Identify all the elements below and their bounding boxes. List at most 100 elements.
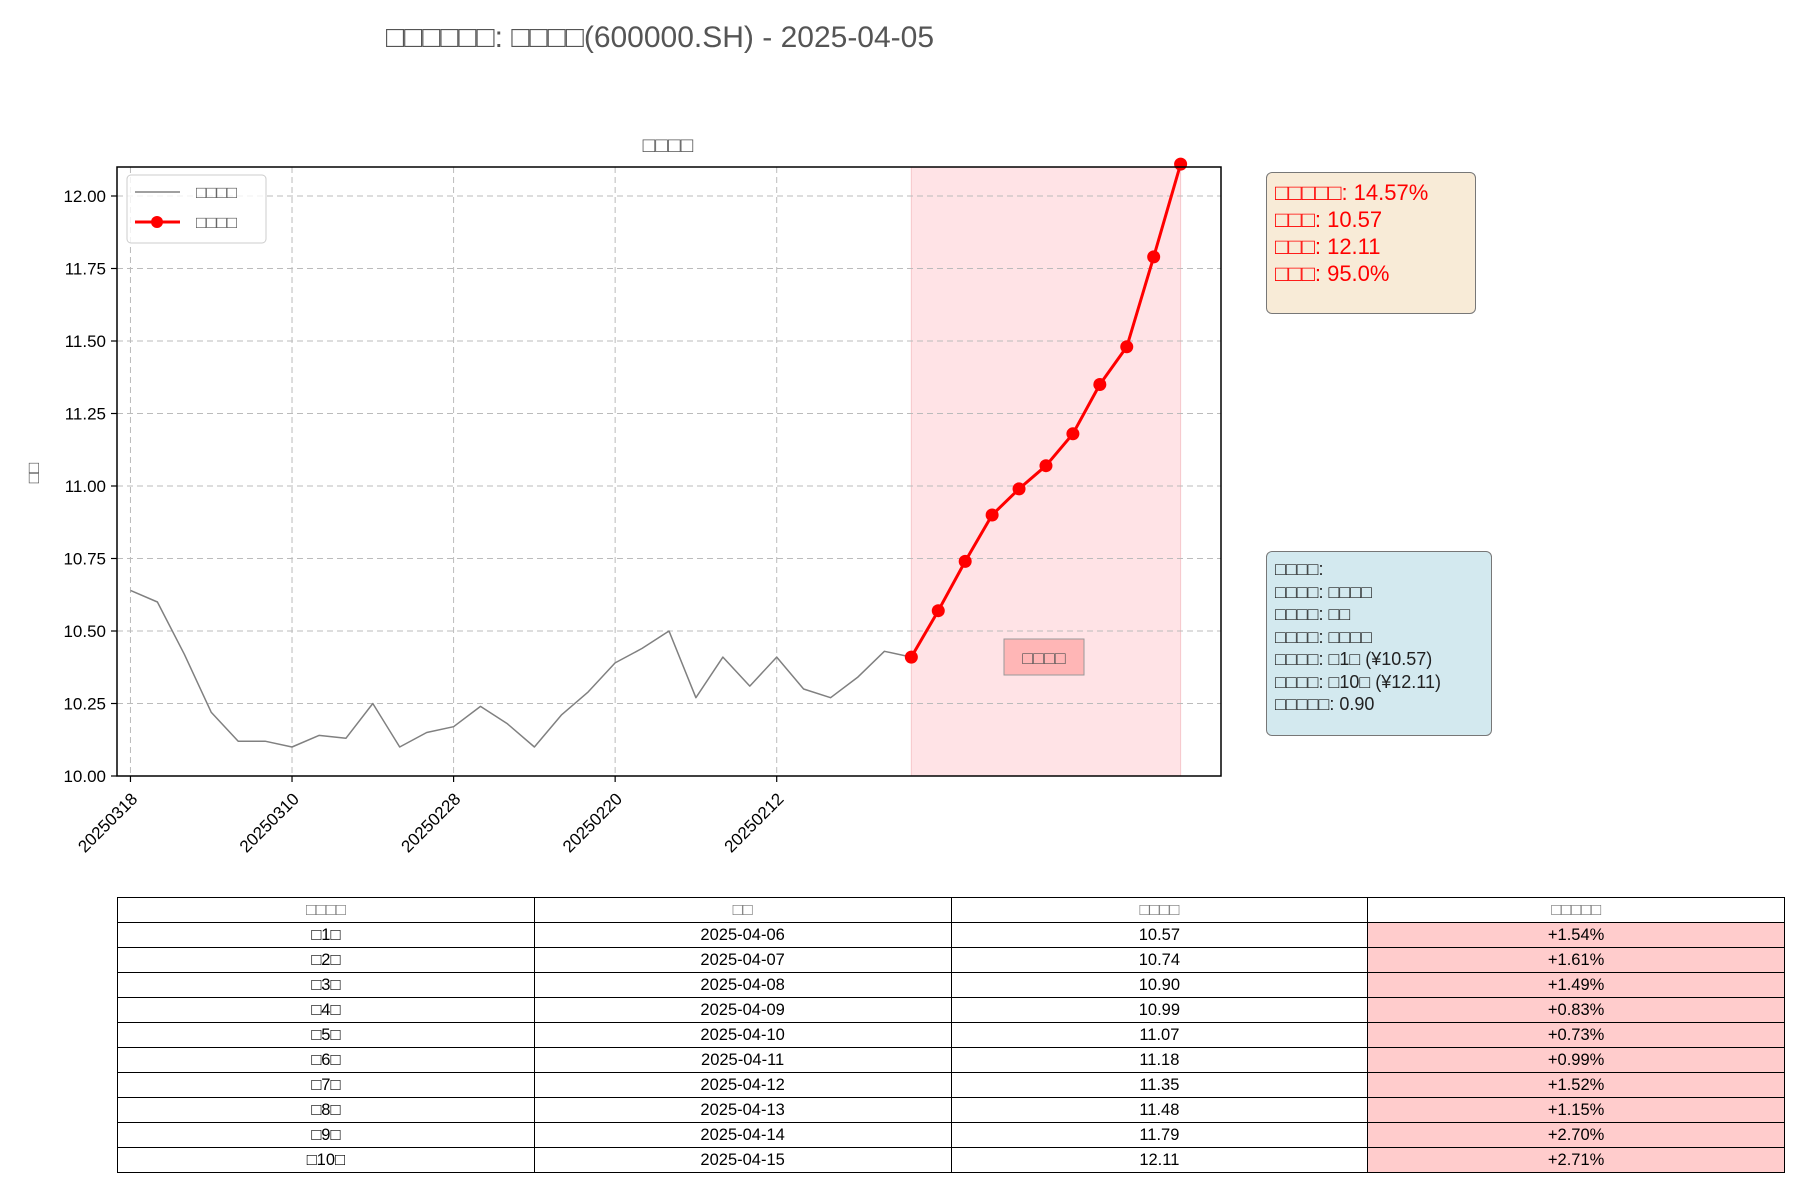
x-tick-label: 20250228 (397, 789, 464, 856)
table-cell: 2025-04-15 (533, 1147, 952, 1173)
summary-box: □□□□□: 14.57% □□□: 10.57 □□□: 12.11 □□□:… (1266, 172, 1476, 314)
table-cell: +1.15% (1367, 1097, 1785, 1123)
table-row: □7□ 2025-04-12 11.35 +1.52% (117, 1072, 1785, 1098)
table-cell: □3□ (117, 972, 535, 998)
forecast-point (1120, 340, 1134, 354)
forecast-point (1093, 378, 1107, 391)
summary-line: □□□: 95.0% (1275, 261, 1390, 286)
table-cell: 2025-04-10 (533, 1022, 952, 1048)
x-tick-label: 20250220 (559, 789, 626, 856)
table-cell: 10.74 (950, 947, 1369, 973)
table-cell: 2025-04-08 (533, 972, 952, 998)
figure-title: □□□□□□: □□□□(600000.SH) - 2025-04-05 (386, 21, 934, 54)
table-cell: 11.07 (950, 1022, 1369, 1048)
table-header-cell: □□□□ (950, 897, 1369, 923)
table-header-row: □□□□ □□ □□□□ □□□□□ (117, 897, 1785, 923)
table-cell: □1□ (117, 922, 535, 948)
x-tick-label: 20250318 (74, 789, 141, 856)
table-cell: +0.99% (1367, 1047, 1785, 1073)
table-cell: □9□ (117, 1122, 535, 1148)
table-cell: 10.57 (950, 922, 1369, 948)
table-cell: □4□ (117, 997, 535, 1023)
table-cell: 2025-04-13 (533, 1097, 952, 1123)
table-cell: □10□ (117, 1147, 535, 1173)
table-cell: 11.35 (950, 1072, 1369, 1098)
summary-line: □□□: 10.57 (1275, 207, 1383, 232)
x-tick-label: 20250310 (236, 789, 303, 856)
forecast-point (1174, 157, 1188, 171)
table-cell: 2025-04-11 (533, 1047, 952, 1073)
table-row: □10□ 2025-04-15 12.11 +2.71% (117, 1147, 1785, 1173)
table-header-cell: □□□□ (117, 897, 535, 923)
table-cell: 12.11 (950, 1147, 1369, 1173)
table-cell: 2025-04-09 (533, 997, 952, 1023)
table-cell: 10.90 (950, 972, 1369, 998)
y-tick-label: 11.00 (65, 477, 106, 496)
table-row: □1□ 2025-04-06 10.57 +1.54% (117, 922, 1785, 948)
table-cell: □8□ (117, 1097, 535, 1123)
y-axis-label: □□ (24, 463, 43, 484)
forecast-point (904, 650, 918, 664)
signal-line: □□□□□: 0.90 (1275, 694, 1375, 714)
table-cell: +1.49% (1367, 972, 1785, 998)
signal-line: □□□□: □10□ (¥12.11) (1275, 671, 1441, 692)
table-row: □9□ 2025-04-14 11.79 +2.70% (117, 1122, 1785, 1148)
table-cell: □7□ (117, 1072, 535, 1098)
forecast-point (1147, 250, 1161, 264)
chart-title: □□□□ (643, 134, 694, 157)
table-cell: □5□ (117, 1022, 535, 1048)
history-line (130, 589, 912, 748)
table-cell: +0.83% (1367, 997, 1785, 1023)
signal-line: □□□□: □□ (1275, 604, 1351, 624)
forecast-point (1039, 459, 1053, 473)
y-tick-label: 12.00 (63, 187, 106, 206)
table-row: □8□ 2025-04-13 11.48 +1.15% (117, 1097, 1785, 1123)
summary-line: □□□□□: 14.57% (1275, 180, 1429, 205)
table-cell: +1.61% (1367, 947, 1785, 973)
forecast-point (931, 604, 945, 618)
signal-box: □□□□: □□□□: □□□□ □□□□: □□ □□□□: □□□□ □□□… (1266, 551, 1492, 736)
forecast-point (985, 508, 999, 522)
y-tick-label: 11.75 (65, 260, 106, 279)
table-cell: +2.70% (1367, 1122, 1785, 1148)
table-row: □3□ 2025-04-08 10.90 +1.49% (117, 972, 1785, 998)
signal-line: □□□□: □□□□ (1275, 626, 1372, 647)
legend: □□□□ □□□□ (126, 174, 267, 244)
y-tick-label: 10.50 (63, 622, 106, 641)
table-cell: 2025-04-07 (533, 947, 952, 973)
y-tick-label: 10.00 (63, 767, 106, 786)
table-cell: +1.52% (1367, 1072, 1785, 1098)
table-cell: □6□ (117, 1047, 535, 1073)
table-cell: □2□ (117, 947, 535, 973)
plot-frame (116, 166, 1222, 777)
table-cell: 11.48 (950, 1097, 1369, 1123)
table-header-cell: □□ (533, 897, 952, 923)
y-tick-label: 10.25 (63, 695, 106, 714)
table-cell: 11.18 (950, 1047, 1369, 1073)
forecast-span-label: □□□□ (1003, 638, 1085, 676)
legend-forecast-label: □□□□ (196, 213, 237, 232)
legend-forecast-marker (151, 216, 163, 228)
table-cell: 2025-04-14 (533, 1122, 952, 1148)
signal-line: □□□□: (1275, 559, 1324, 579)
y-tick-label: 11.50 (65, 332, 106, 351)
forecast-point (1066, 427, 1080, 441)
legend-history-label: □□□□ (196, 183, 237, 202)
forecast-point (958, 554, 972, 568)
table-header-cell: □□□□□ (1367, 897, 1785, 923)
summary-line: □□□: 12.11 (1275, 234, 1381, 259)
signal-line: □□□□: □□□□ (1275, 581, 1372, 602)
forecast-point (1012, 482, 1026, 496)
forecast-table: □□□□ □□ □□□□ □□□□□ □1□ 2025-04-06 10.57 +1.… (117, 897, 1785, 1173)
forecast-span-label-text: □□□□ (1022, 648, 1066, 668)
table-cell: 2025-04-06 (533, 922, 952, 948)
y-tick-label: 10.75 (63, 550, 106, 569)
table-cell: 11.79 (950, 1122, 1369, 1148)
table-row: □5□ 2025-04-10 11.07 +0.73% (117, 1022, 1785, 1048)
table-cell: +2.71% (1367, 1147, 1785, 1173)
table-row: □4□ 2025-04-09 10.99 +0.83% (117, 997, 1785, 1023)
signal-line: □□□□: □1□ (¥10.57) (1275, 649, 1433, 669)
table-cell: 10.99 (950, 997, 1369, 1023)
table-cell: +0.73% (1367, 1022, 1785, 1048)
